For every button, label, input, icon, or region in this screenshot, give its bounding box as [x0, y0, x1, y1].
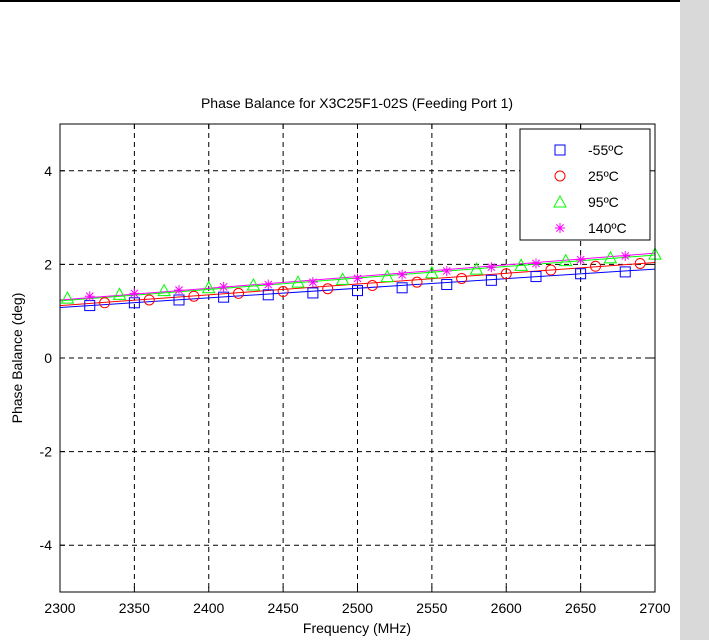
x-tick-label: 2300: [44, 600, 75, 616]
data-point-series-1: [143, 294, 155, 306]
data-point-series-1: [322, 283, 334, 295]
data-point-series-3: [218, 281, 229, 292]
data-point-series-3: [575, 254, 586, 265]
chart-title: Phase Balance for X3C25F1-02S (Feeding P…: [201, 95, 513, 111]
data-point-series-3: [441, 265, 452, 276]
x-tick-label: 2650: [565, 600, 596, 616]
data-point-series-2: [514, 258, 528, 271]
data-point-series-1: [456, 272, 468, 284]
data-point-series-1: [99, 297, 111, 309]
data-point-series-0: [530, 271, 542, 283]
x-tick-label: 2350: [119, 600, 150, 616]
data-point-series-1: [411, 276, 423, 288]
data-point-series-0: [307, 287, 319, 299]
side-panel: [680, 0, 709, 640]
data-point-series-0: [396, 282, 408, 294]
legend-marker-2: [553, 194, 567, 208]
x-tick-label: 2500: [342, 600, 373, 616]
x-tick-label: 2700: [639, 600, 670, 616]
axis-ticks: [59, 124, 656, 592]
data-point-series-0: [441, 279, 453, 291]
y-tick-label: -4: [40, 537, 53, 553]
data-point-series-2: [425, 265, 439, 279]
data-point-series-2: [603, 250, 618, 264]
x-tick-label: 2600: [491, 600, 522, 616]
data-point-series-1: [188, 290, 200, 302]
data-point-series-3: [620, 250, 631, 261]
data-point-series-1: [233, 287, 244, 299]
data-point-series-3: [486, 262, 497, 273]
data-point-series-0: [352, 285, 363, 297]
data-point-series-1: [366, 279, 378, 291]
y-tick-label: 2: [44, 256, 52, 272]
data-point-series-1: [500, 268, 512, 280]
data-point-series-2: [558, 253, 573, 267]
data-point-series-3: [129, 288, 140, 299]
series-markers: [60, 247, 662, 312]
data-point-series-3: [307, 277, 318, 288]
y-tick-label: 4: [44, 163, 52, 179]
data-point-series-3: [263, 279, 274, 290]
tick-labels: 2300 2350 2400 2450 2500 2550 2600 2650 2700 -4 -2…: [40, 163, 671, 616]
x-axis-label: Frequency (MHz): [303, 620, 411, 636]
data-point-series-2: [60, 291, 75, 304]
data-point-series-2: [380, 269, 395, 283]
data-point-series-2: [157, 283, 171, 297]
data-point-series-3: [352, 273, 363, 284]
data-point-series-0: [575, 268, 587, 280]
data-point-series-0: [485, 274, 497, 286]
data-point-series-0: [619, 266, 631, 278]
y-tick-label: -2: [40, 444, 53, 460]
x-tick-label: 2450: [268, 600, 299, 616]
legend-label-1: 25ºC: [588, 168, 619, 184]
top-rule: [0, 0, 709, 2]
legend-entries: -55ºC 25ºC 95ºC 140ºC: [553, 142, 627, 236]
y-axis-label: Phase Balance (deg): [9, 293, 25, 424]
y-tick-label: 0: [44, 350, 52, 366]
legend-marker-3: [555, 223, 565, 233]
legend-marker-0: [554, 144, 566, 156]
data-point-series-2: [112, 287, 127, 300]
data-point-series-1: [277, 286, 289, 298]
legend-marker-1: [554, 170, 566, 182]
x-tick-label: 2400: [193, 600, 224, 616]
data-point-series-1: [634, 257, 646, 269]
data-point-series-3: [531, 258, 541, 269]
data-point-series-2: [469, 262, 484, 275]
legend-box: [519, 128, 651, 241]
x-tick-label: 2550: [416, 600, 447, 616]
data-point-series-3: [174, 285, 184, 296]
data-point-series-3: [84, 291, 95, 302]
data-point-series-3: [397, 269, 408, 280]
data-point-series-2: [201, 280, 216, 294]
legend-label-3: 140ºC: [588, 220, 627, 236]
legend-label-0: -55ºC: [588, 142, 623, 158]
data-point-series-1: [590, 260, 601, 272]
data-point-series-1: [545, 264, 557, 276]
data-point-series-0: [262, 289, 274, 301]
legend: -55ºC 25ºC 95ºC 140ºC: [519, 128, 651, 241]
data-point-series-2: [291, 275, 305, 288]
data-point-series-2: [335, 272, 350, 285]
legend-label-2: 95ºC: [588, 194, 619, 210]
series-line-0: [59, 268, 656, 308]
data-point-series-0: [218, 291, 230, 303]
phase-balance-chart: 2300 2350 2400 2450 2500 2550 2600 2650 2700 -4 -2…: [9, 95, 671, 636]
data-point-series-2: [246, 277, 261, 291]
